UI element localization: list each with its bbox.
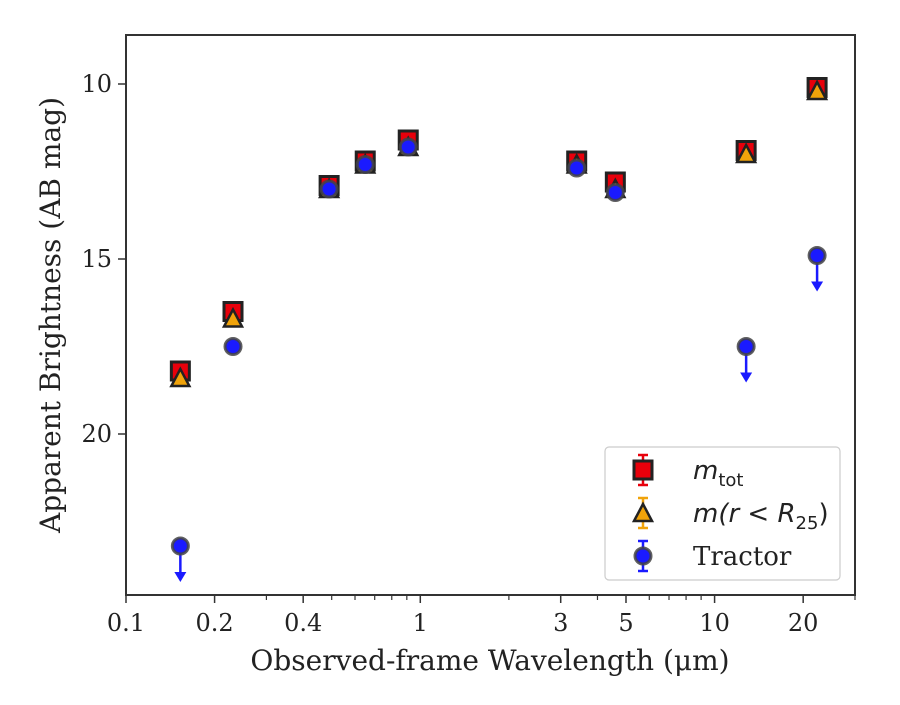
legend-label: Tractor [693, 542, 792, 572]
legend-box [604, 446, 841, 581]
legend-label: mtot [693, 456, 743, 491]
x-tick-label: 3 [553, 609, 568, 637]
x-tick-label: 20 [788, 609, 819, 637]
y-tick-label: 10 [81, 70, 112, 98]
x-tick-label: 5 [618, 609, 633, 637]
data-point [567, 158, 587, 178]
data-point [355, 155, 375, 174]
ticks-layer: 0.1 0.2 0.4 1 3 5 10 20 10 15 20 [81, 70, 856, 637]
x-tick-label: 0.4 [284, 609, 322, 637]
data-point [736, 337, 756, 356]
legend: mtot m(r < R25) Tractor [604, 446, 841, 581]
data-point [221, 306, 245, 328]
upper-limit-arrow-head [174, 572, 187, 582]
legend-label: m(r < R25) [693, 499, 829, 534]
data-point [169, 366, 192, 388]
plot-frame [125, 34, 856, 596]
upper-limit-arrow-head [740, 372, 753, 383]
x-tick-label: 10 [699, 609, 730, 637]
series-2 [170, 137, 827, 582]
x-tick-label: 0.2 [196, 609, 234, 637]
upper-limit-arrow-head [811, 281, 824, 292]
y-axis-label: Apparent Brightness (AB mag) [34, 97, 67, 534]
data-point [223, 337, 243, 356]
legend-marker [632, 459, 654, 481]
data-point [170, 536, 190, 556]
marks-layer [169, 77, 829, 582]
series-0 [169, 77, 828, 382]
data-point [806, 79, 829, 101]
data-point [807, 246, 827, 265]
x-tick-label: 1 [413, 609, 428, 637]
x-tick-label: 0.1 [107, 609, 145, 637]
y-tick-label: 15 [81, 245, 112, 273]
data-point [735, 142, 758, 164]
x-axis-label: Observed-frame Wavelength (μm) [250, 644, 729, 677]
legend-marker [631, 501, 655, 523]
data-point [319, 179, 339, 199]
data-point [605, 183, 625, 202]
legend-marker [633, 546, 653, 566]
data-point [398, 137, 418, 157]
series-1 [169, 79, 829, 388]
y-tick-label: 20 [81, 420, 112, 448]
